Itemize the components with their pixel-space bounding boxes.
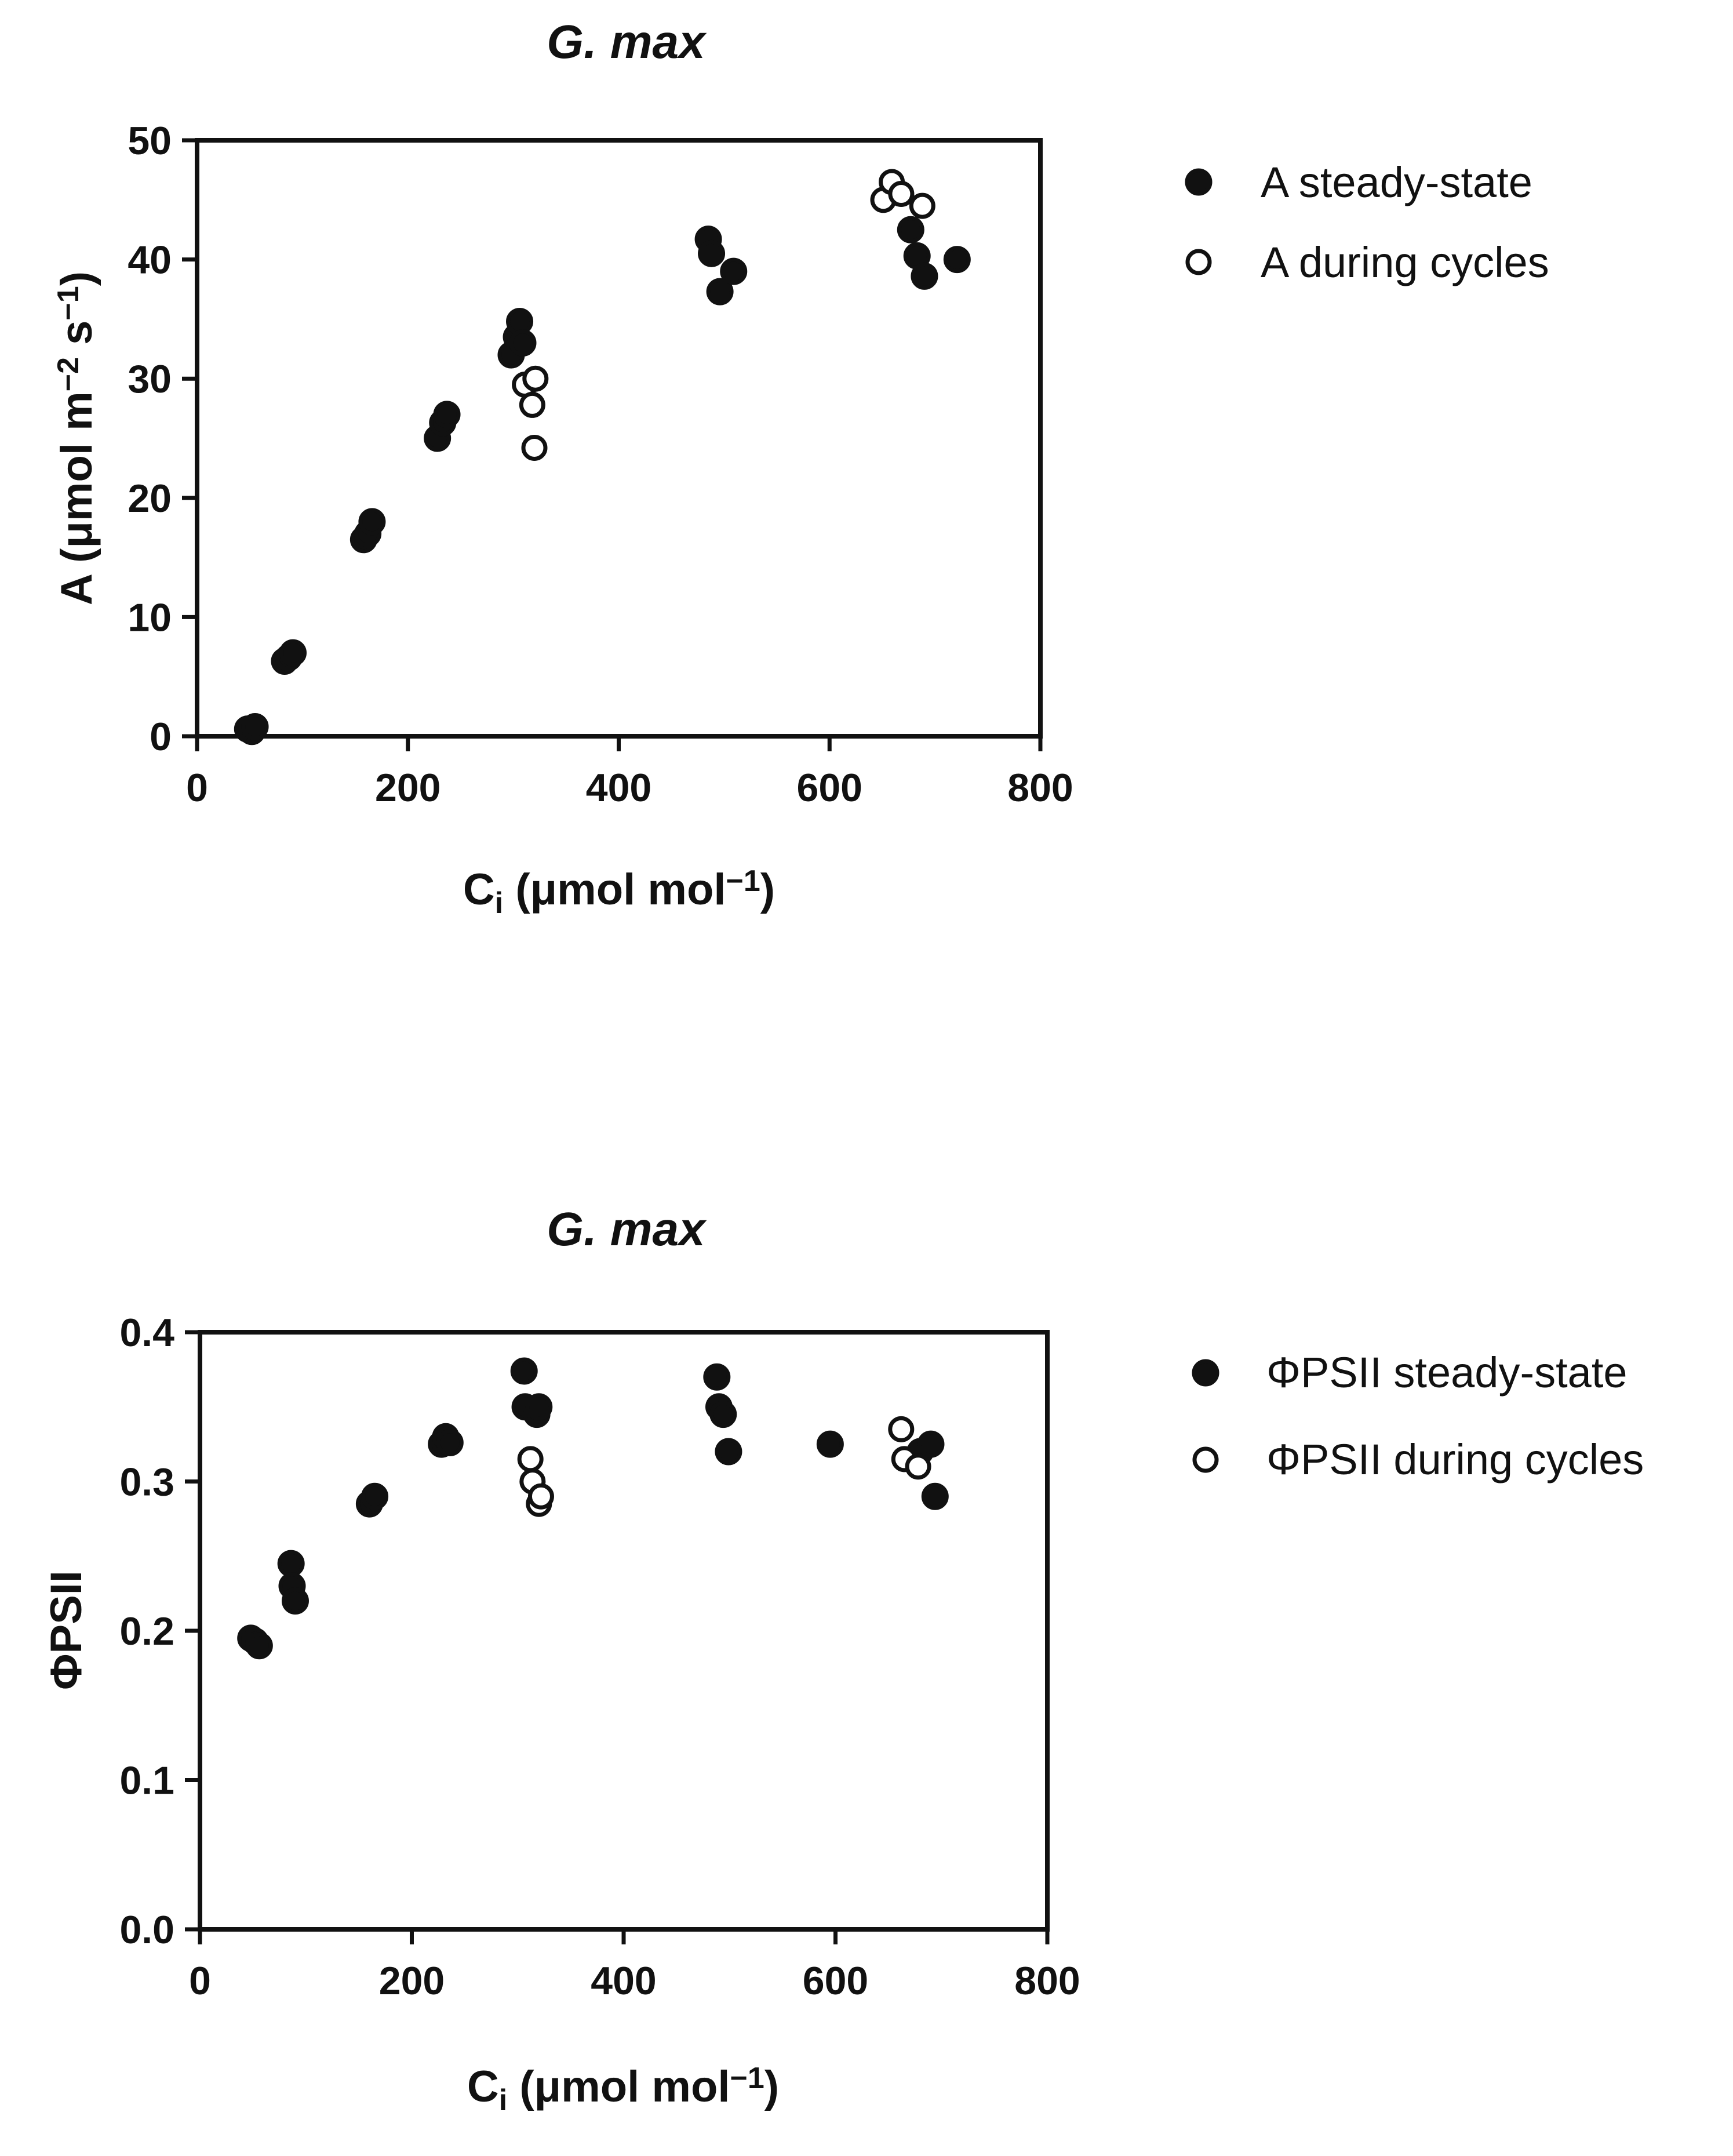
point-steady-state — [525, 1393, 553, 1421]
point-steady-state — [281, 1587, 309, 1615]
x-tick-label: 200 — [379, 1959, 445, 2003]
y-tick-label: 0.2 — [119, 1609, 174, 1653]
point-steady-state — [816, 1430, 844, 1458]
chart-a-vs-ci: G. max 0 200 400 600 800 0 10 20 30 40 50 Ci (μmo… — [52, 16, 1549, 920]
legend-marker-open — [1185, 249, 1212, 275]
y-tick-label: 50 — [128, 119, 172, 163]
y-tick-label: 0.0 — [119, 1908, 174, 1952]
point-steady-state — [720, 257, 748, 285]
y-axis-label: ΦPSII — [42, 1570, 91, 1690]
x-tick-label: 800 — [1014, 1959, 1080, 2003]
point-steady-state — [279, 639, 307, 667]
legend-label-steady-state: A steady-state — [1261, 158, 1532, 206]
point-steady-state — [436, 1429, 464, 1457]
point-steady-state — [943, 246, 971, 274]
plot-frame — [198, 1330, 1050, 1932]
legend-label-steady-state: ΦPSII steady-state — [1266, 1348, 1628, 1397]
point-during-cycles — [888, 181, 915, 208]
point-during-cycles — [527, 1483, 554, 1510]
point-during-cycles — [905, 1453, 931, 1480]
point-steady-state — [433, 401, 461, 428]
point-steady-state — [241, 713, 269, 741]
point-steady-state — [921, 1482, 949, 1510]
point-steady-state — [897, 216, 924, 243]
y-tick-label: 0.3 — [119, 1460, 174, 1504]
x-tick-label: 400 — [586, 766, 651, 810]
x-tick-labels: 0 200 400 600 800 — [186, 766, 1073, 810]
point-steady-state — [358, 508, 386, 536]
point-steady-state — [277, 1550, 305, 1577]
point-steady-state — [917, 1430, 945, 1458]
y-tick-label: 30 — [128, 357, 172, 401]
y-tick-label: 10 — [128, 595, 172, 639]
point-steady-state — [361, 1482, 389, 1510]
point-steady-state — [506, 308, 534, 336]
y-tick-labels: 0 10 20 30 40 50 — [128, 119, 172, 759]
point-steady-state — [245, 1632, 273, 1660]
point-steady-state — [715, 1438, 742, 1466]
point-during-cycles — [909, 192, 935, 219]
legend: ΦPSII steady-state ΦPSII during cycles — [1192, 1348, 1644, 1484]
x-tick-labels: 0 200 400 600 800 — [189, 1959, 1080, 2003]
tick-marks — [182, 138, 1043, 751]
point-steady-state — [703, 1363, 731, 1391]
tick-marks — [185, 1330, 1050, 1944]
point-steady-state — [706, 278, 734, 306]
legend-marker-open — [1192, 1446, 1219, 1473]
x-axis-label: Ci (μmol mol−1) — [467, 2062, 779, 2117]
legend-label-during-cycles: A during cycles — [1261, 238, 1549, 286]
y-axis-label: A (μmol m−2 s−1) — [52, 271, 101, 605]
chart-title: G. max — [547, 16, 707, 68]
x-tick-label: 800 — [1007, 766, 1073, 810]
x-tick-label: 0 — [189, 1959, 211, 2003]
x-tick-label: 200 — [375, 766, 440, 810]
point-steady-state — [911, 262, 938, 290]
x-tick-label: 400 — [591, 1959, 656, 2003]
y-tick-label: 20 — [128, 477, 172, 521]
point-during-cycles — [522, 365, 549, 392]
point-steady-state — [510, 1357, 538, 1385]
point-steady-state — [698, 239, 726, 267]
y-tick-label: 40 — [128, 238, 172, 282]
y-tick-label: 0.1 — [119, 1759, 174, 1803]
point-during-cycles — [888, 1416, 915, 1442]
point-during-cycles — [519, 391, 545, 418]
y-tick-label: 0 — [150, 715, 172, 759]
point-during-cycles — [517, 1446, 544, 1473]
chart-phipsii-vs-ci: G. max 0 200 400 600 800 0.0 0.1 0.2 0.3 0.4 Ci … — [42, 1203, 1644, 2117]
chart-title: G. max — [547, 1203, 707, 1256]
y-tick-labels: 0.0 0.1 0.2 0.3 0.4 — [119, 1311, 174, 1952]
legend: A steady-state A during cycles — [1185, 158, 1549, 286]
y-tick-label: 0.4 — [119, 1311, 174, 1355]
data-points — [234, 169, 971, 746]
point-steady-state — [709, 1401, 737, 1428]
data-points — [237, 1357, 949, 1660]
legend-marker-filled — [1192, 1359, 1219, 1387]
x-axis-label: Ci (μmol mol−1) — [463, 864, 775, 920]
legend-marker-filled — [1185, 168, 1213, 196]
point-steady-state — [509, 329, 537, 357]
legend-label-during-cycles: ΦPSII during cycles — [1266, 1435, 1644, 1484]
x-tick-label: 600 — [797, 766, 862, 810]
point-during-cycles — [521, 434, 548, 461]
x-tick-label: 0 — [186, 766, 208, 810]
x-tick-label: 600 — [803, 1959, 868, 2003]
